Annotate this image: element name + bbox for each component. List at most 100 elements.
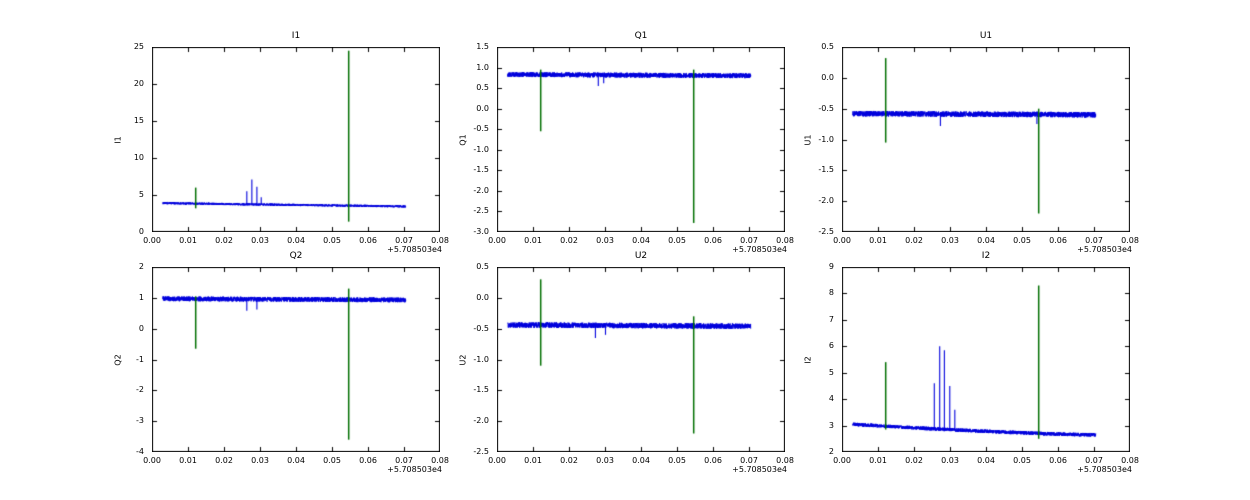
y-tick-label: -4 <box>136 447 144 456</box>
x-tick-label: 0.01 <box>869 456 887 465</box>
x-tick-label: 0.05 <box>1013 456 1031 465</box>
y-tick-labels: 2 3 4 5 6 7 8 9 <box>802 262 838 456</box>
x-tick-labels: 0.00 0.01 0.02 0.03 0.04 0.05 0.06 0.07 0.08 <box>143 233 449 245</box>
x-tick-label: 0.05 <box>1013 236 1031 245</box>
x-tick-label: 0.04 <box>977 236 995 245</box>
x-tick-label: 0.04 <box>632 456 650 465</box>
x-axis-offset-label: +5.708503e4 <box>732 465 787 474</box>
x-tick-label: 0.03 <box>251 236 269 245</box>
y-tick-label: 0 <box>138 323 144 333</box>
plot-area <box>152 47 440 232</box>
x-tick-labels: 0.00 0.01 0.02 0.03 0.04 0.05 0.06 0.07 0.08 <box>488 233 794 245</box>
y-tick-label: 0 <box>138 227 144 236</box>
y-tick-label: 5 <box>138 190 144 199</box>
plot-area <box>842 47 1130 232</box>
x-tick-label: 0.06 <box>359 456 377 465</box>
x-tick-label: 0.08 <box>1121 236 1139 245</box>
y-tick-label: 6 <box>828 341 834 351</box>
plot-title: I1 <box>291 31 301 41</box>
x-tick-label: 0.07 <box>395 236 413 245</box>
x-tick-label: 0.05 <box>668 456 686 465</box>
subplot-u2: U2 U2 -2.5 -2.0 -1.5 -1.0 -0.5 0.0 0.5 0.00 0.0… <box>459 251 794 474</box>
subplot-q2: Q2 Q2 -4 -3 -2 -1 0 1 2 0.00 0.01 0.02 0.03 0.04 0.… <box>114 251 449 474</box>
y-tick-labels: -2.5 -2.0 -1.5 -1.0 -0.5 0.0 0.5 <box>802 42 838 236</box>
y-tick-label: 0.5 <box>476 83 489 93</box>
x-tick-label: 0.06 <box>1049 236 1067 245</box>
y-tick-label: 0.5 <box>476 262 489 271</box>
y-tick-label: -1.0 <box>473 144 489 154</box>
x-tick-label: 0.04 <box>287 456 305 465</box>
x-tick-label: 0.00 <box>833 236 851 245</box>
plot-title: Q2 <box>289 251 303 261</box>
x-axis-offset-label: +5.708503e4 <box>387 245 442 254</box>
x-tick-label: 0.02 <box>215 236 233 245</box>
plot-title: U1 <box>979 31 993 41</box>
x-tick-label: 0.07 <box>395 456 413 465</box>
y-tick-labels: 0 5 10 15 20 25 <box>112 42 148 236</box>
y-tick-label: 0.5 <box>821 42 834 51</box>
x-tick-labels: 0.00 0.01 0.02 0.03 0.04 0.05 0.06 0.07 0.08 <box>833 453 1139 465</box>
y-tick-label: 1.0 <box>476 62 489 72</box>
y-tick-labels: -2.5 -2.0 -1.5 -1.0 -0.5 0.0 0.5 <box>457 262 493 456</box>
y-tick-label: -1.0 <box>818 134 834 144</box>
x-tick-label: 0.08 <box>776 456 794 465</box>
y-tick-label: 2 <box>138 262 144 271</box>
y-tick-label: 0.0 <box>476 292 489 302</box>
subplot-i1: I1 I1 0 5 10 15 20 25 0.00 0.01 0.02 0.03 0.04 0.0… <box>114 31 449 254</box>
y-tick-label: -2.5 <box>818 227 834 236</box>
y-tick-label: 8 <box>828 288 834 298</box>
x-tick-label: 0.00 <box>143 456 161 465</box>
plot-area <box>152 267 440 452</box>
x-tick-label: 0.06 <box>359 236 377 245</box>
x-tick-label: 0.04 <box>287 236 305 245</box>
y-tick-label: 1 <box>138 292 144 302</box>
x-tick-label: 0.06 <box>704 236 722 245</box>
y-tick-label: 3 <box>828 420 834 430</box>
x-tick-label: 0.07 <box>740 456 758 465</box>
y-tick-label: 0.0 <box>476 103 489 113</box>
x-tick-labels: 0.00 0.01 0.02 0.03 0.04 0.05 0.06 0.07 0.08 <box>143 453 449 465</box>
x-tick-label: 0.02 <box>560 236 578 245</box>
x-tick-label: 0.03 <box>596 236 614 245</box>
y-tick-label: -2.0 <box>473 185 489 195</box>
x-tick-label: 0.05 <box>668 236 686 245</box>
y-tick-label: -3 <box>136 416 144 426</box>
y-tick-label: -1.5 <box>818 165 834 175</box>
x-tick-label: 0.03 <box>251 456 269 465</box>
plot-area <box>497 267 785 452</box>
x-tick-label: 0.05 <box>323 456 341 465</box>
subplot-u1: U1 U1 -2.5 -2.0 -1.5 -1.0 -0.5 0.0 0.5 0.00 0.0… <box>804 31 1139 254</box>
x-tick-label: 0.03 <box>941 236 959 245</box>
y-tick-label: 0.0 <box>821 72 834 82</box>
subplot-q1: Q1 Q1 -3.0 -2.5 -2.0 -1.5 -1.0 -0.5 0.0 0.5 1.0 1… <box>459 31 794 254</box>
x-tick-label: 0.07 <box>740 236 758 245</box>
y-tick-label: -0.5 <box>473 124 489 134</box>
x-tick-label: 0.01 <box>524 456 542 465</box>
y-tick-label: -2 <box>136 385 144 395</box>
y-tick-labels: -3.0 -2.5 -2.0 -1.5 -1.0 -0.5 0.0 0.5 1.0 1.5 <box>457 42 493 236</box>
y-tick-label: -0.5 <box>473 323 489 333</box>
x-tick-label: 0.04 <box>977 456 995 465</box>
y-tick-label: -2.0 <box>818 196 834 206</box>
y-tick-label: -1.0 <box>473 354 489 364</box>
x-tick-labels: 0.00 0.01 0.02 0.03 0.04 0.05 0.06 0.07 0.08 <box>833 233 1139 245</box>
x-tick-label: 0.02 <box>905 236 923 245</box>
x-tick-label: 0.03 <box>596 456 614 465</box>
x-tick-label: 0.00 <box>143 236 161 245</box>
x-tick-label: 0.07 <box>1085 456 1103 465</box>
y-tick-label: 7 <box>828 314 834 324</box>
x-axis-offset-label: +5.708503e4 <box>1077 245 1132 254</box>
y-tick-label: 20 <box>133 79 144 88</box>
y-tick-label: 25 <box>133 42 144 51</box>
x-tick-label: 0.02 <box>560 456 578 465</box>
y-tick-label: 2 <box>828 447 834 456</box>
x-tick-label: 0.08 <box>1121 456 1139 465</box>
x-tick-label: 0.00 <box>488 456 506 465</box>
x-tick-label: 0.00 <box>833 456 851 465</box>
x-tick-label: 0.00 <box>488 236 506 245</box>
y-tick-label: -2.5 <box>473 206 489 216</box>
x-tick-label: 0.08 <box>776 236 794 245</box>
y-tick-label: -1 <box>136 354 144 364</box>
y-tick-label: -0.5 <box>818 103 834 113</box>
